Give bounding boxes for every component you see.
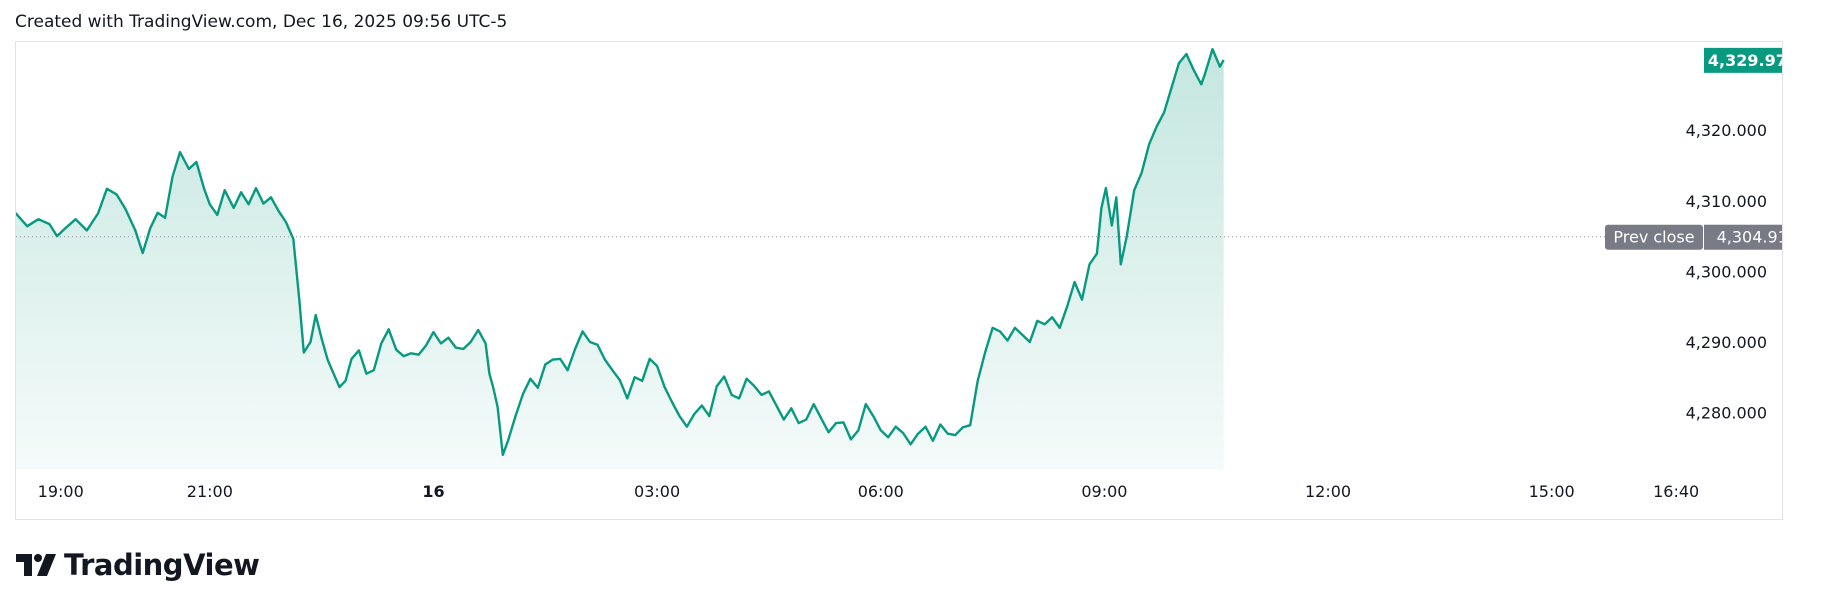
x-tick-label: 03:00	[634, 482, 680, 501]
last-price-badge: 4,329.970	[1704, 47, 1782, 73]
tradingview-wordmark: TradingView	[64, 548, 260, 582]
tradingview-logo: TradingView	[16, 548, 260, 582]
x-tick-label: 06:00	[858, 482, 904, 501]
x-tick-label: 16:40	[1653, 482, 1699, 501]
tradingview-mark-icon	[16, 554, 56, 576]
last-price-value: 4,329.970	[1708, 51, 1782, 70]
y-tick-label: 4,310.000	[1686, 192, 1767, 211]
chart-frame[interactable]: 4,320.000 4,310.000 4,300.000 4,290.000 4,28…	[15, 41, 1783, 520]
x-tick-label: 21:00	[187, 482, 233, 501]
prev-close-value: 4,304.910	[1717, 228, 1782, 247]
x-tick-label: 16	[422, 482, 444, 501]
price-chart[interactable]: 4,320.000 4,310.000 4,300.000 4,290.000 4,28…	[16, 42, 1782, 519]
y-tick-label: 4,290.000	[1686, 333, 1767, 352]
y-tick-label: 4,300.000	[1686, 262, 1767, 281]
x-tick-label: 09:00	[1081, 482, 1127, 501]
y-tick-label: 4,280.000	[1686, 404, 1767, 423]
last-price-badge-bg	[1704, 47, 1782, 73]
prev-close-label: Prev close	[1613, 228, 1694, 247]
price-area-fill	[16, 49, 1224, 469]
price-line[interactable]	[16, 47, 1225, 457]
prev-close-label-bg	[1605, 224, 1703, 250]
x-tick-label: 19:00	[38, 482, 84, 501]
y-tick-label: 4,320.000	[1686, 121, 1767, 140]
x-tick-label: 15:00	[1529, 482, 1575, 501]
prev-close-value-bg	[1704, 224, 1782, 250]
chart-attribution: Created with TradingView.com, Dec 16, 20…	[15, 12, 508, 32]
prev-close-badge: Prev close 4,304.910	[1605, 224, 1782, 250]
x-tick-label: 12:00	[1305, 482, 1351, 501]
